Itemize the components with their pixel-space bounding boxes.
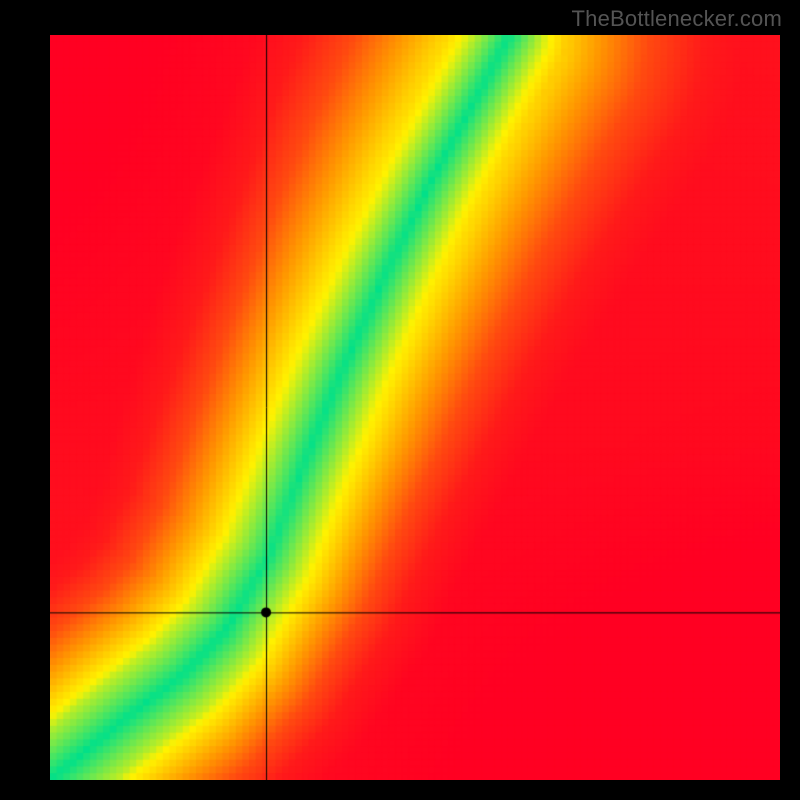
bottleneck-heatmap xyxy=(50,35,780,780)
watermark-text: TheBottlenecker.com xyxy=(572,6,782,32)
